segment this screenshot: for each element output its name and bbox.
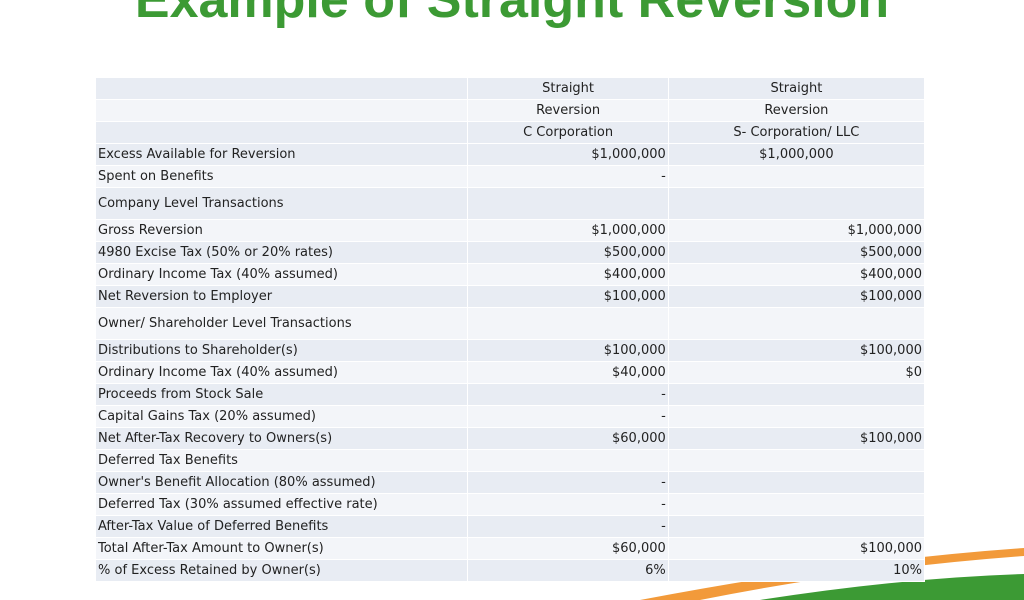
cell-value [667,405,926,428]
table-row: Deferred Tax (30% assumed effective rate… [94,493,926,516]
column-header: Reversion [667,99,926,122]
cell-value [667,515,926,538]
row-label: % of Excess Retained by Owner(s) [94,559,469,582]
cell-value [667,165,926,188]
cell-value: $1,000,000 [667,143,926,166]
cell-value: $1,000,000 [467,219,669,242]
table-row: Net After-Tax Recovery to Owners(s) $60,0… [94,427,926,450]
cell-value: $100,000 [667,537,926,560]
table-row: Total After-Tax Amount to Owner(s) $60,00… [94,537,926,560]
table-row: Proceeds from Stock Sale - [94,383,926,406]
cell-value: $40,000 [467,361,669,384]
cell-value: - [467,165,669,188]
cell-value [467,307,669,340]
row-label: Owner's Benefit Allocation (80% assumed) [94,471,469,494]
row-label: Owner/ Shareholder Level Transactions [94,307,469,340]
cell-value [467,449,669,472]
row-label: Capital Gains Tax (20% assumed) [94,405,469,428]
cell-value [667,187,926,220]
header-cell [94,99,469,122]
table-row: Owner/ Shareholder Level Transactions [94,307,926,340]
green-swoosh [760,574,1024,600]
column-header: Straight [667,77,926,100]
cell-value: - [467,405,669,428]
row-label: Net Reversion to Employer [94,285,469,308]
cell-value: $500,000 [667,241,926,264]
table-row: 4980 Excise Tax (50% or 20% rates) $500,0… [94,241,926,264]
table-row: Excess Available for Reversion $1,000,000… [94,143,926,166]
reversion-table: Straight Straight Reversion Reversion C Corp… [94,77,926,582]
table-row: Deferred Tax Benefits [94,449,926,472]
column-header: S- Corporation/ LLC [667,121,926,144]
row-label: Distributions to Shareholder(s) [94,339,469,362]
cell-value: - [467,383,669,406]
cell-value: - [467,515,669,538]
header-row: C Corporation S- Corporation/ LLC [94,121,926,144]
cell-value: $100,000 [667,339,926,362]
table-row: Distributions to Shareholder(s) $100,000 $… [94,339,926,362]
row-label: Total After-Tax Amount to Owner(s) [94,537,469,560]
cell-value: $400,000 [667,263,926,286]
table-body: Excess Available for Reversion $1,000,000… [94,143,926,582]
row-label: Ordinary Income Tax (40% assumed) [94,263,469,286]
column-header: C Corporation [467,121,669,144]
row-label: Net After-Tax Recovery to Owners(s) [94,427,469,450]
table-row: Company Level Transactions [94,187,926,220]
cell-value: $400,000 [467,263,669,286]
table-header: Straight Straight Reversion Reversion C Corp… [94,77,926,144]
cell-value: $100,000 [667,285,926,308]
cell-value: $100,000 [667,427,926,450]
cell-value [667,493,926,516]
table-row: Owner's Benefit Allocation (80% assumed)… [94,471,926,494]
cell-value: $1,000,000 [667,219,926,242]
cell-value [667,307,926,340]
cell-value [667,383,926,406]
table-row: Ordinary Income Tax (40% assumed) $40,000… [94,361,926,384]
header-cell [94,77,469,100]
row-label: Deferred Tax (30% assumed effective rate… [94,493,469,516]
slide-title: Example of Straight Reversion [134,0,890,29]
header-cell [94,121,469,144]
table-row: Gross Reversion $1,000,000 $1,000,000 [94,219,926,242]
row-label: Gross Reversion [94,219,469,242]
column-header: Reversion [467,99,669,122]
row-label: Excess Available for Reversion [94,143,469,166]
cell-value [667,471,926,494]
row-label: Company Level Transactions [94,187,469,220]
row-label: Spent on Benefits [94,165,469,188]
row-label: Deferred Tax Benefits [94,449,469,472]
header-row: Reversion Reversion [94,99,926,122]
table-row: Capital Gains Tax (20% assumed) - [94,405,926,428]
table-row: Spent on Benefits - [94,165,926,188]
column-header: Straight [467,77,669,100]
cell-value: $0 [667,361,926,384]
cell-value [467,187,669,220]
table-row: After-Tax Value of Deferred Benefits - [94,515,926,538]
cell-value: $100,000 [467,339,669,362]
cell-value: $500,000 [467,241,669,264]
cell-value: $60,000 [467,537,669,560]
cell-value: $60,000 [467,427,669,450]
cell-value: $100,000 [467,285,669,308]
cell-value: - [467,471,669,494]
row-label: Proceeds from Stock Sale [94,383,469,406]
cell-value: 6% [467,559,669,582]
cell-value: - [467,493,669,516]
table-row: Ordinary Income Tax (40% assumed) $400,00… [94,263,926,286]
cell-value: $1,000,000 [467,143,669,166]
cell-value: 10% [667,559,926,582]
row-label: After-Tax Value of Deferred Benefits [94,515,469,538]
header-row: Straight Straight [94,77,926,100]
table-row: % of Excess Retained by Owner(s) 6% 10% [94,559,926,582]
table-row: Net Reversion to Employer $100,000 $100,00… [94,285,926,308]
cell-value [667,449,926,472]
row-label: Ordinary Income Tax (40% assumed) [94,361,469,384]
row-label: 4980 Excise Tax (50% or 20% rates) [94,241,469,264]
